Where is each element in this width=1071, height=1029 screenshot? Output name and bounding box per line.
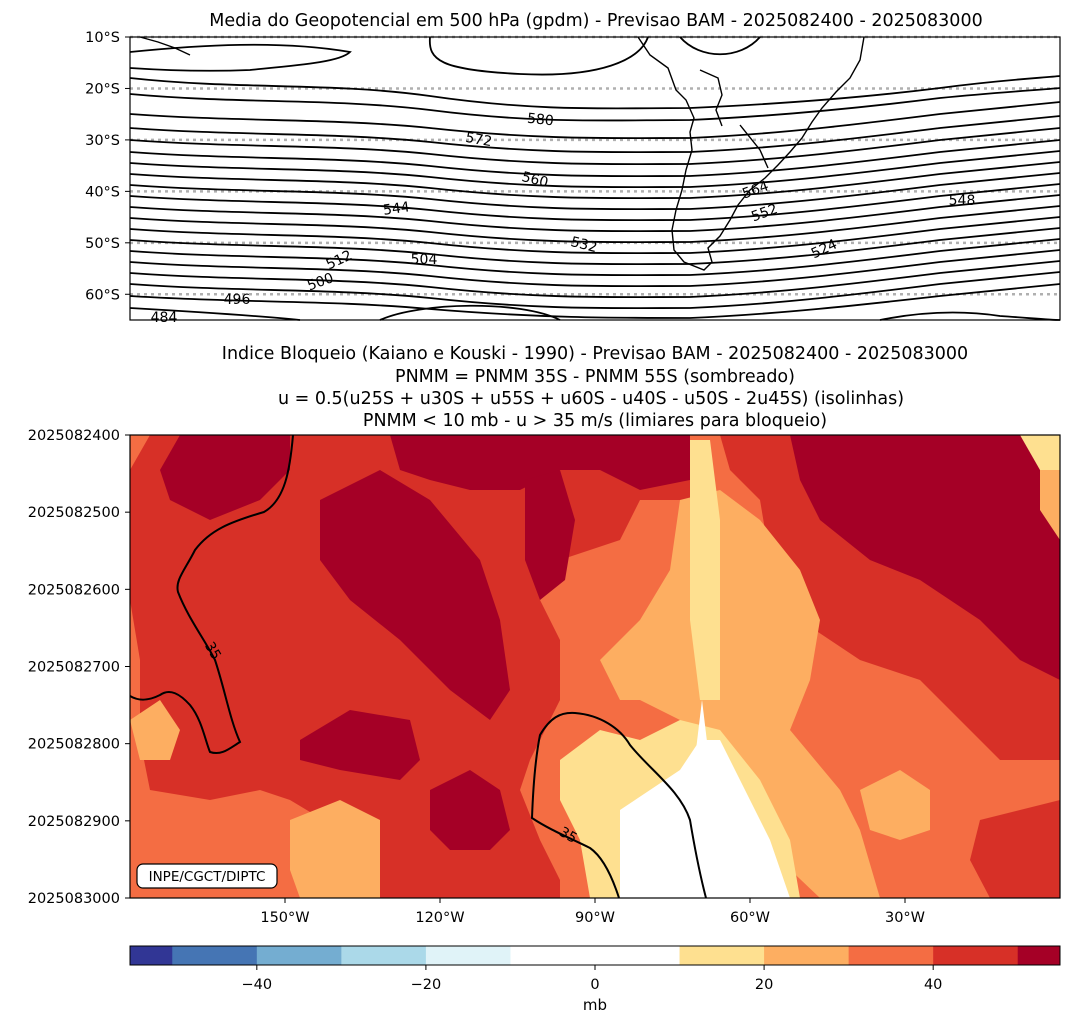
x-tick-label: 60°W (730, 910, 770, 926)
contour-label: 504 (411, 252, 438, 268)
top-y-axis: 10°S 20°S 30°S 40°S 50°S 60°S (85, 30, 130, 303)
top-chart-title: Media do Geopotencial em 500 hPa (gpdm) … (209, 11, 982, 31)
bottom-title-line-3: u = 0.5(u25S + u30S + u55S + u60S - u40S… (278, 389, 904, 409)
pnmm-region-below-10 (620, 740, 790, 898)
pnmm-region-above-50 (390, 435, 690, 490)
colorbar-segment (130, 946, 173, 965)
pnmm-region-above-50 (300, 710, 420, 780)
bottom-title-line-1: Indice Bloqueio (Kaiano e Kouski - 1990)… (222, 344, 968, 364)
colorbar-segment (848, 946, 934, 965)
contour-label: 544 (382, 199, 411, 219)
pnmm-region-10-20 (1020, 435, 1060, 470)
colorbar-tick-label: −40 (242, 977, 273, 993)
watermark-text: INPE/CGCT/DIPTC (149, 869, 266, 885)
y-tick-label: 30°S (85, 133, 120, 149)
bottom-y-axis: 2025082400 2025082500 2025082600 2025082700… (28, 428, 130, 907)
y-tick-label: 20°S (85, 81, 120, 97)
y-tick-label: 60°S (85, 287, 120, 303)
bottom-x-axis: 150°W 120°W 90°W 60°W 30°W (260, 898, 925, 926)
colorbar-segment (510, 946, 681, 965)
bottom-title-line-4: PNMM < 10 mb - u > 35 m/s (limiares para… (363, 411, 827, 431)
watermark-badge: INPE/CGCT/DIPTC (136, 863, 278, 889)
contour-label: 532 (569, 234, 599, 256)
y-tick-label: 2025082900 (28, 814, 120, 830)
x-tick-label: 90°W (575, 910, 615, 926)
x-tick-label: 30°W (885, 910, 925, 926)
pnmm-region-10-20 (690, 440, 720, 700)
geopotential-contours (129, 36, 1061, 321)
colorbar-segment (933, 946, 1019, 965)
pnmm-region-above-50 (160, 435, 290, 520)
colorbar-tick-label: 40 (924, 977, 942, 993)
top-plot-frame (129, 36, 1061, 321)
y-tick-label: 40°S (85, 184, 120, 200)
pnmm-region-below-10 (696, 700, 708, 750)
pnmm-region-20-30 (130, 700, 180, 760)
y-tick-label: 2025082600 (28, 582, 120, 598)
top-plot-area: 580 572 560 544 532 504 512 500 496 484 … (129, 35, 1061, 326)
contour-label: 496 (224, 292, 251, 308)
x-tick-label: 150°W (260, 910, 309, 926)
pnmm-region-above-50 (790, 435, 1060, 680)
contour-label: 572 (464, 130, 493, 150)
bottom-chart-title: Indice Bloqueio (Kaiano e Kouski - 1990)… (222, 344, 968, 431)
bottom-title-line-2: PNMM = PNMM 35S - PNMM 55S (sombreado) (395, 367, 795, 387)
y-tick-label: 50°S (85, 236, 120, 252)
x-tick-label: 120°W (415, 910, 464, 926)
contour-label: 560 (520, 169, 550, 191)
colorbar-tick-label: 20 (755, 977, 773, 993)
contour-label: 484 (151, 310, 178, 326)
colorbar-segment (425, 946, 511, 965)
pnmm-region-40-50 (970, 800, 1060, 898)
contour-label: 580 (526, 111, 554, 130)
pnmm-region-20-30 (290, 800, 380, 898)
pnmm-region-above-50 (430, 770, 510, 850)
colorbar-tick-label: −20 (411, 977, 442, 993)
colorbar-segment (764, 946, 850, 965)
contour-label: 548 (949, 193, 976, 209)
u-contour-labels: 35 35 (201, 639, 580, 847)
y-tick-label: 2025083000 (28, 891, 120, 907)
contour-label: 35 (201, 639, 224, 662)
colorbar-segment (341, 946, 427, 965)
colorbar-segment (172, 946, 258, 965)
y-tick-label: 2025082800 (28, 737, 120, 753)
y-tick-label: 2025082400 (28, 428, 120, 444)
pnmm-region-above-50 (525, 470, 575, 600)
pnmm-region-20-30 (860, 770, 930, 840)
colorbar-tick-label: 0 (590, 977, 599, 993)
colorbar-label: mb (583, 996, 607, 1014)
y-tick-label: 10°S (85, 30, 120, 46)
bottom-plot-area: 35 35 INPE/CGCT/DIPTC (129, 434, 1061, 899)
colorbar-segment (256, 946, 342, 965)
colorbar-segment (1017, 946, 1061, 965)
contour-label: 35 (556, 824, 579, 847)
pnmm-region-above-50 (320, 470, 510, 720)
colorbar-segment (679, 946, 765, 965)
colorbar: −40 −20 0 20 40 (129, 945, 1061, 993)
y-tick-label: 2025082500 (28, 505, 120, 521)
y-tick-label: 2025082700 (28, 660, 120, 676)
u-contour-35 (129, 434, 707, 899)
pnmm-region-20-30 (600, 490, 880, 898)
